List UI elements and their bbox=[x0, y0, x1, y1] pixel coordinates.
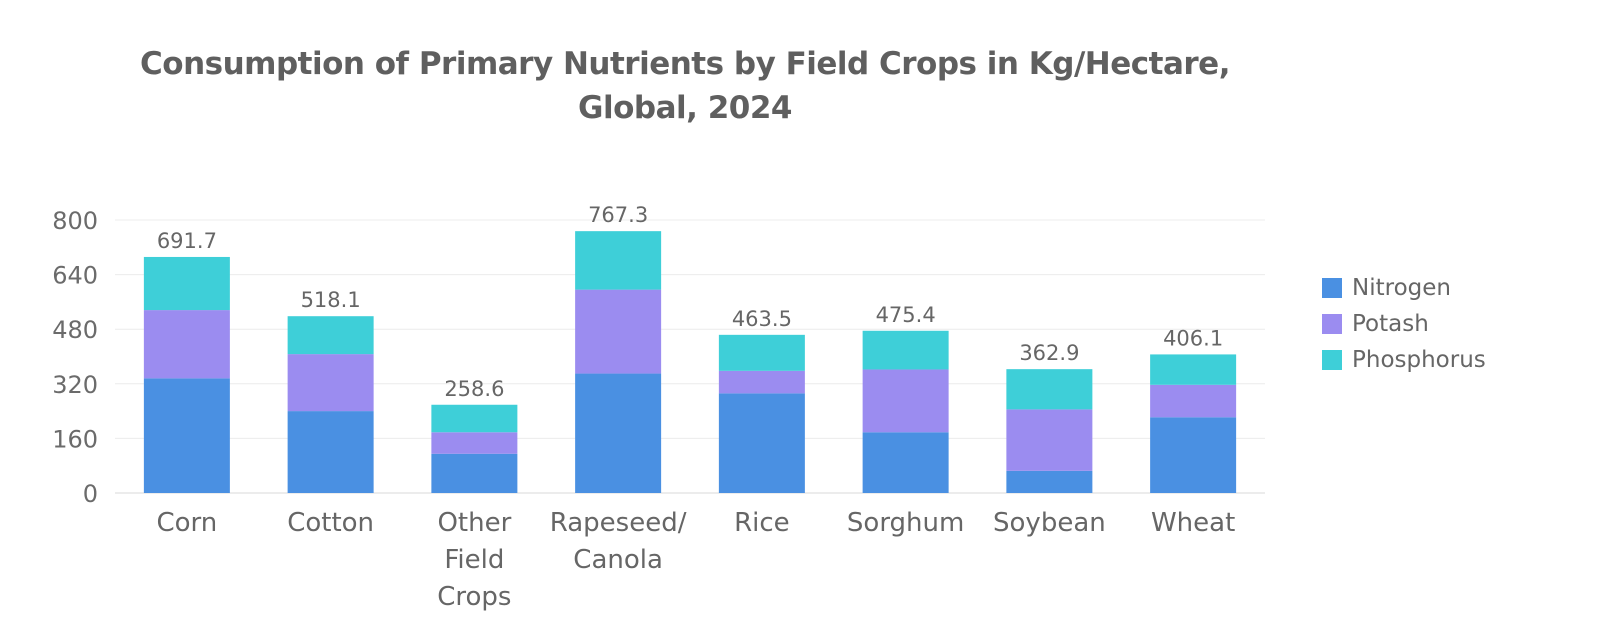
data-label-total-wheat: 406.1 bbox=[1163, 326, 1223, 350]
legend-label-phosphorus: Phosphorus bbox=[1352, 347, 1486, 373]
legend-label-nitrogen: Nitrogen bbox=[1352, 275, 1451, 301]
y-tick-label: 640 bbox=[52, 262, 98, 290]
x-tick-label: Canola bbox=[573, 545, 663, 575]
bar-potash-corn[interactable] bbox=[143, 310, 230, 379]
bar-nitrogen-other-field-crops[interactable] bbox=[431, 453, 518, 493]
bar-phosphorus-wheat[interactable] bbox=[1150, 354, 1237, 385]
y-tick-label: 0 bbox=[83, 480, 98, 508]
bar-phosphorus-other-field-crops[interactable] bbox=[431, 404, 518, 433]
bar-nitrogen-cotton[interactable] bbox=[287, 411, 374, 493]
legend-swatch-potash bbox=[1322, 314, 1342, 334]
data-label-total-other-field-crops: 258.6 bbox=[444, 377, 504, 401]
legend-item-phosphorus[interactable]: Phosphorus bbox=[1322, 342, 1486, 378]
data-label-total-rice: 463.5 bbox=[732, 307, 792, 331]
data-label-total-sorghum: 475.4 bbox=[876, 303, 936, 327]
x-tick-label: Field bbox=[444, 545, 504, 575]
chart-subtitle: Global, 2024 bbox=[578, 90, 792, 126]
chart-title: Consumption of Primary Nutrients by Fiel… bbox=[140, 46, 1230, 82]
bar-potash-soybean[interactable] bbox=[1006, 409, 1093, 471]
bar-potash-other-field-crops[interactable] bbox=[431, 432, 518, 454]
x-tick-label: Rice bbox=[734, 508, 790, 538]
x-tick-label: Wheat bbox=[1151, 508, 1235, 538]
bar-nitrogen-corn[interactable] bbox=[143, 378, 230, 493]
legend-item-nitrogen[interactable]: Nitrogen bbox=[1322, 270, 1486, 306]
bar-phosphorus-sorghum[interactable] bbox=[862, 330, 949, 370]
legend-swatch-phosphorus bbox=[1322, 350, 1342, 370]
bar-potash-wheat[interactable] bbox=[1150, 384, 1237, 418]
bar-phosphorus-rice[interactable] bbox=[718, 334, 805, 371]
data-label-total-soybean: 362.9 bbox=[1019, 341, 1079, 365]
x-tick-label: Soybean bbox=[993, 508, 1106, 538]
legend-swatch-nitrogen bbox=[1322, 278, 1342, 298]
bar-nitrogen-soybean[interactable] bbox=[1006, 470, 1093, 493]
bar-phosphorus-corn[interactable] bbox=[143, 256, 230, 311]
bar-potash-rice[interactable] bbox=[718, 370, 805, 394]
data-label-total-cotton: 518.1 bbox=[301, 288, 361, 312]
y-tick-label: 800 bbox=[52, 207, 98, 235]
bar-nitrogen-rapeseed-canola[interactable] bbox=[575, 373, 662, 493]
bar-nitrogen-wheat[interactable] bbox=[1150, 417, 1237, 493]
bar-nitrogen-rice[interactable] bbox=[718, 393, 805, 493]
legend-label-potash: Potash bbox=[1352, 311, 1429, 337]
x-tick-label: Other bbox=[437, 508, 511, 538]
x-tick-label: Rapeseed/ bbox=[550, 508, 687, 538]
bar-nitrogen-sorghum[interactable] bbox=[862, 432, 949, 493]
y-tick-label: 480 bbox=[52, 316, 98, 344]
data-label-total-corn: 691.7 bbox=[157, 229, 217, 253]
bar-potash-sorghum[interactable] bbox=[862, 369, 949, 433]
y-tick-label: 320 bbox=[52, 371, 98, 399]
x-tick-label: Crops bbox=[437, 582, 511, 612]
legend-item-potash[interactable]: Potash bbox=[1322, 306, 1486, 342]
bar-phosphorus-cotton[interactable] bbox=[287, 316, 374, 355]
y-tick-label: 160 bbox=[52, 425, 98, 453]
x-tick-label: Corn bbox=[156, 508, 217, 538]
bar-potash-rapeseed-canola[interactable] bbox=[575, 289, 662, 374]
data-label-total-rapeseed-canola: 767.3 bbox=[588, 203, 648, 227]
bar-potash-cotton[interactable] bbox=[287, 354, 374, 412]
x-tick-label: Sorghum bbox=[847, 508, 964, 538]
x-tick-label: Cotton bbox=[287, 508, 374, 538]
bar-phosphorus-rapeseed-canola[interactable] bbox=[575, 231, 662, 290]
legend: Nitrogen Potash Phosphorus bbox=[1322, 270, 1486, 378]
bar-phosphorus-soybean[interactable] bbox=[1006, 369, 1093, 410]
